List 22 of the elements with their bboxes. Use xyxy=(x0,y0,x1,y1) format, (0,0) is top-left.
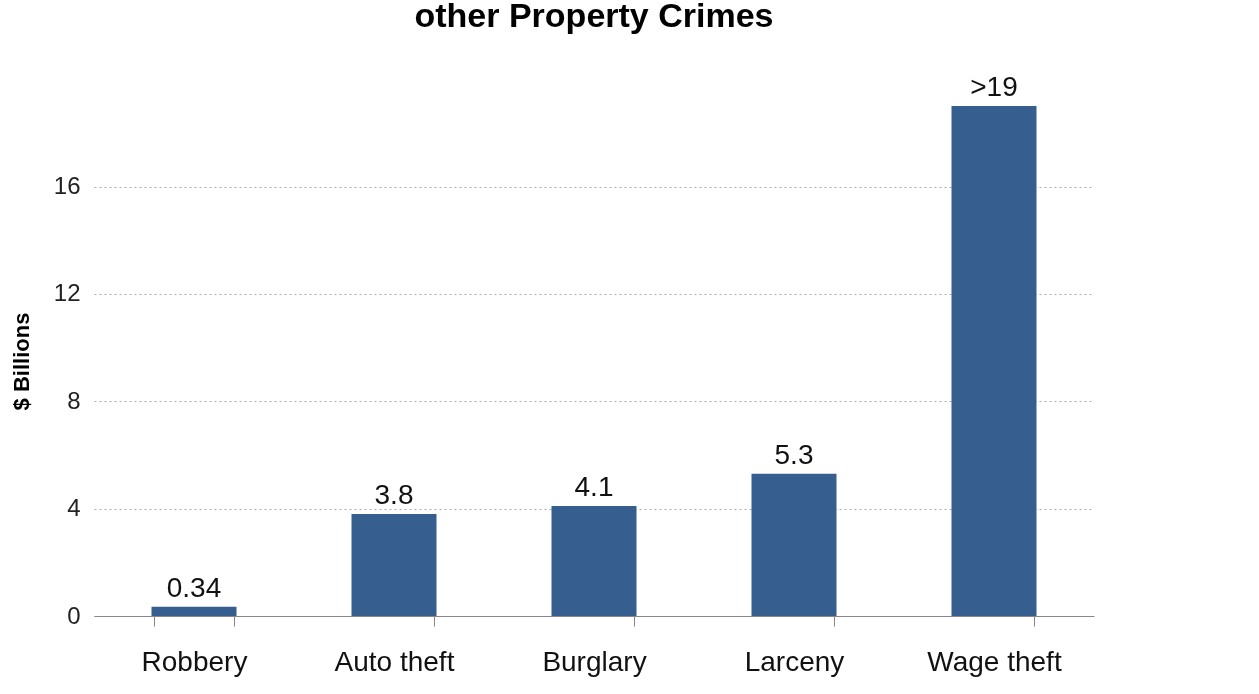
x-tick-label: Robbery xyxy=(141,645,248,677)
y-tick-label: 12 xyxy=(53,279,81,307)
y-tick-label: 8 xyxy=(67,386,81,414)
y-tick-label: 16 xyxy=(53,172,81,200)
x-tick-label: Auto theft xyxy=(334,645,455,677)
data-label: 4.1 xyxy=(574,470,614,502)
data-label: 0.34 xyxy=(166,571,222,603)
x-tick-label: Burglary xyxy=(542,645,647,677)
chart-title: other Property Crimes xyxy=(414,0,774,34)
data-label: 5.3 xyxy=(774,438,814,470)
bar xyxy=(151,606,237,616)
y-tick-label: 0 xyxy=(67,601,81,629)
bar xyxy=(951,106,1037,616)
data-label: 3.8 xyxy=(374,479,414,510)
y-axis-title: $ Billions xyxy=(8,312,34,411)
x-tick-label: Larceny xyxy=(744,645,845,677)
x-tick-label: Wage theft xyxy=(927,645,1062,677)
bar xyxy=(751,473,837,616)
y-tick-label: 4 xyxy=(67,494,81,522)
bar xyxy=(551,505,637,616)
bar xyxy=(351,514,437,616)
data-label: >19 xyxy=(970,71,1018,102)
